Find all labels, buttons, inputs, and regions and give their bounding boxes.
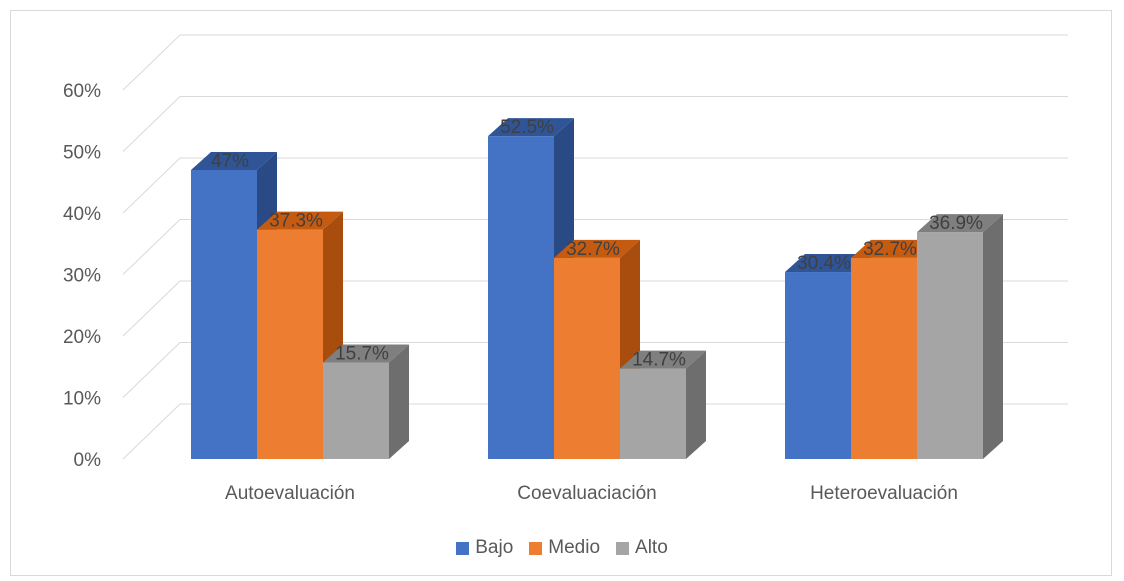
bar-top — [785, 254, 871, 273]
data-label: 32.7% — [863, 239, 917, 260]
data-label: 32.7% — [566, 239, 620, 260]
legend-swatch — [616, 541, 630, 555]
x-category-label: Heteroevaluación — [810, 483, 958, 504]
data-label: 37.3% — [269, 211, 323, 232]
gridline — [122, 96, 1068, 152]
bar-top — [257, 211, 343, 230]
data-label: 36.9% — [929, 213, 983, 234]
y-tick-label: 50% — [63, 143, 101, 164]
x-category-label: Coevaluaciación — [517, 483, 656, 504]
bar-top — [554, 239, 640, 258]
gridline — [122, 34, 1068, 91]
legend-label: Alto — [635, 537, 668, 558]
bar — [620, 368, 686, 459]
bar — [554, 257, 620, 459]
data-label: 47% — [211, 151, 249, 172]
gridline — [122, 342, 1068, 398]
data-label: 14.7% — [632, 350, 686, 371]
gridline — [122, 157, 1068, 214]
legend-item: Alto — [616, 537, 668, 559]
y-tick-label: 0% — [74, 450, 102, 471]
y-tick-label: 20% — [63, 327, 101, 348]
legend-label: Bajo — [475, 537, 514, 558]
bar-top — [488, 118, 574, 137]
bar — [257, 229, 323, 459]
legend-swatch — [529, 541, 543, 555]
legend: Bajo Medio Alto — [0, 537, 1124, 559]
legend-item: Bajo — [456, 537, 513, 559]
bar — [851, 257, 917, 459]
data-label: 52.5% — [500, 117, 554, 138]
y-tick-label: 40% — [63, 204, 101, 225]
legend-swatch — [456, 541, 470, 555]
bar — [785, 272, 851, 459]
bar-side — [389, 344, 409, 459]
y-tick-label: 10% — [63, 389, 101, 410]
gridline — [122, 403, 1068, 460]
gridline — [122, 219, 1068, 275]
legend-label: Medio — [548, 537, 601, 558]
bar — [323, 362, 389, 459]
bar-top — [191, 151, 277, 170]
bar-top — [917, 214, 1003, 233]
data-label: 30.4% — [797, 253, 851, 274]
bar-top — [851, 239, 937, 258]
bar-side — [983, 214, 1003, 459]
bar-side — [686, 350, 706, 459]
bar-top — [620, 350, 706, 369]
y-tick-label: 60% — [63, 81, 101, 102]
y-tick-label: 30% — [63, 266, 101, 287]
bar — [488, 136, 554, 459]
gridline — [122, 280, 1068, 337]
bar — [917, 232, 983, 459]
data-label: 15.7% — [335, 343, 389, 364]
x-category-label: Autoevaluación — [225, 483, 355, 504]
legend-item: Medio — [529, 537, 600, 559]
bar — [191, 169, 257, 459]
bar-top — [323, 344, 409, 363]
